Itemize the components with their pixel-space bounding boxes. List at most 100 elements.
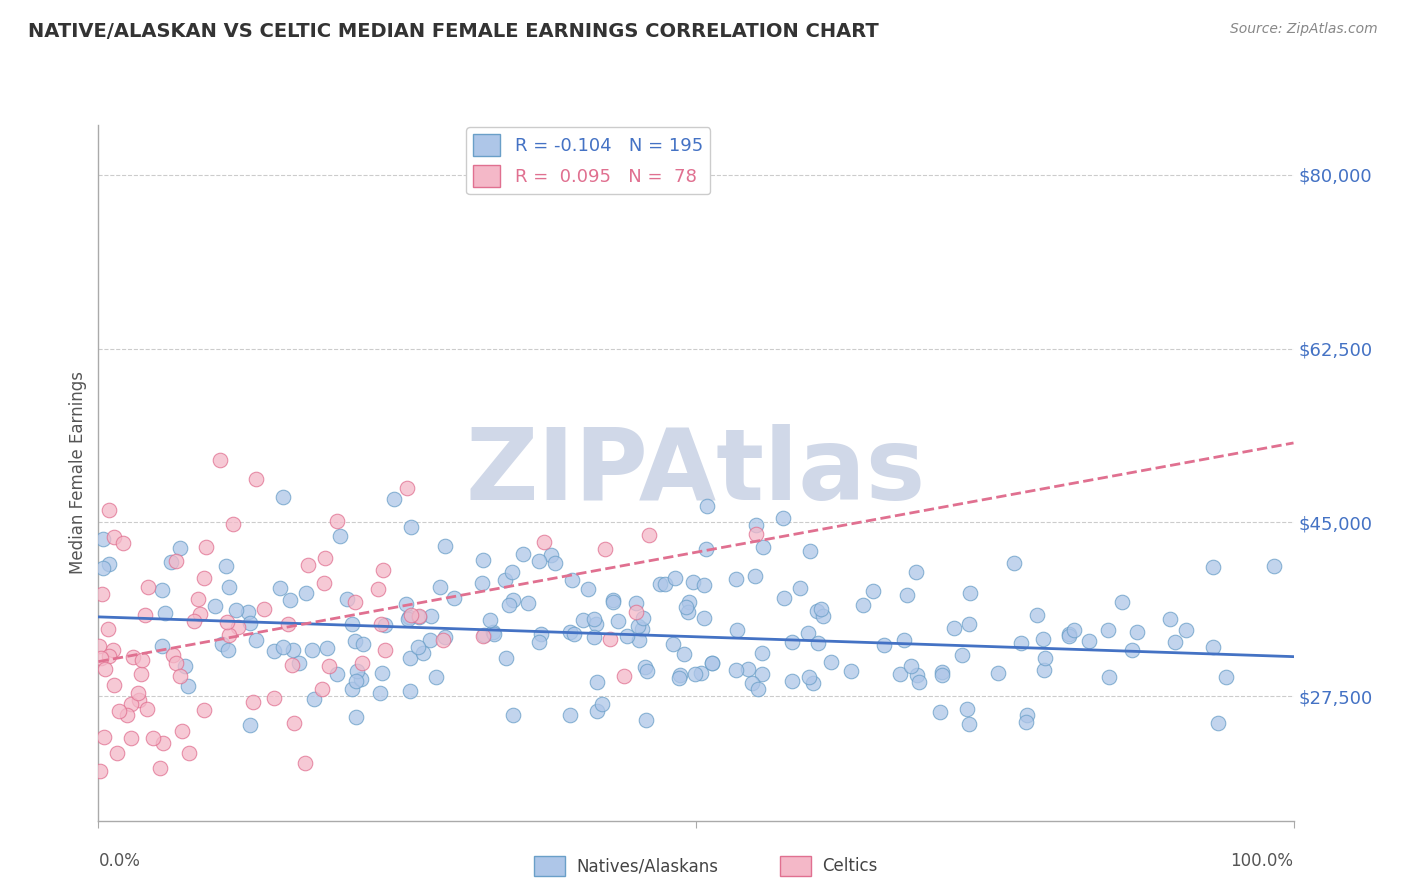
Point (340, 616, 363, 631)
Point (297, 558, 319, 573)
Point (1097, 623, 1119, 637)
Point (751, 540, 773, 554)
Point (218, 580, 240, 594)
Point (724, 663, 747, 677)
Point (242, 695, 264, 709)
Point (253, 602, 276, 616)
Point (673, 648, 696, 662)
Point (586, 675, 609, 690)
Point (344, 710, 367, 724)
Point (529, 554, 551, 568)
Point (395, 597, 418, 611)
Point (472, 629, 495, 643)
Point (950, 648, 973, 662)
Point (183, 614, 205, 628)
Point (602, 595, 624, 609)
Point (316, 641, 339, 656)
Point (789, 581, 811, 595)
Point (1015, 714, 1038, 729)
Point (957, 717, 980, 731)
Point (928, 705, 950, 719)
Point (896, 589, 918, 603)
Point (807, 636, 830, 650)
Point (744, 569, 766, 583)
Point (780, 673, 803, 688)
Point (432, 633, 454, 648)
Point (103, 678, 125, 692)
Point (325, 667, 347, 681)
Point (215, 559, 238, 574)
Point (371, 563, 394, 577)
Point (737, 663, 759, 677)
Point (696, 500, 718, 514)
Point (562, 627, 585, 641)
Point (692, 577, 714, 591)
Point (695, 542, 717, 557)
Point (700, 657, 723, 671)
Point (905, 565, 928, 579)
Point (103, 643, 125, 657)
Point (374, 618, 396, 632)
Point (344, 633, 367, 648)
Point (540, 548, 562, 562)
Point (193, 571, 215, 585)
Point (129, 667, 152, 681)
Point (169, 669, 191, 683)
Point (352, 637, 374, 651)
Point (399, 651, 422, 665)
Point (481, 624, 503, 639)
Point (810, 602, 832, 616)
Point (1174, 623, 1197, 637)
Point (585, 617, 607, 632)
Point (572, 613, 595, 627)
Point (1002, 556, 1025, 570)
Text: NATIVE/ALASKAN VS CELTIC MEDIAN FEMALE EARNINGS CORRELATION CHART: NATIVE/ALASKAN VS CELTIC MEDIAN FEMALE E… (28, 22, 879, 41)
Text: ZIPAtlas: ZIPAtlas (465, 425, 927, 521)
Point (91, 532, 114, 546)
Point (648, 577, 671, 591)
Point (371, 666, 394, 681)
Point (873, 639, 896, 653)
Point (675, 600, 697, 615)
Point (225, 603, 247, 617)
Point (533, 534, 555, 549)
Point (725, 572, 748, 586)
Point (172, 724, 194, 739)
Point (188, 607, 211, 622)
Point (277, 616, 299, 631)
Point (583, 630, 606, 644)
Point (271, 491, 294, 505)
Point (725, 623, 748, 637)
Point (959, 586, 981, 600)
Point (278, 592, 301, 607)
Point (350, 673, 373, 687)
Point (471, 552, 494, 566)
Point (893, 632, 915, 647)
Point (90, 651, 112, 665)
Point (344, 674, 367, 689)
Point (288, 657, 311, 671)
Point (631, 622, 654, 636)
Point (560, 708, 582, 723)
Point (412, 646, 434, 660)
Point (801, 676, 824, 690)
Point (120, 697, 142, 711)
Point (134, 607, 156, 622)
Point (613, 669, 636, 683)
Point (664, 571, 686, 585)
Point (269, 581, 291, 595)
Text: Source: ZipAtlas.com: Source: ZipAtlas.com (1230, 22, 1378, 37)
Point (399, 520, 422, 534)
Point (91, 587, 114, 601)
Point (245, 632, 267, 647)
Point (343, 595, 366, 609)
Point (470, 576, 492, 591)
Point (136, 580, 159, 594)
Point (516, 596, 538, 610)
Point (429, 581, 451, 595)
Point (165, 656, 187, 670)
Point (905, 668, 928, 682)
Point (187, 592, 209, 607)
Point (374, 642, 396, 657)
Point (797, 670, 820, 684)
